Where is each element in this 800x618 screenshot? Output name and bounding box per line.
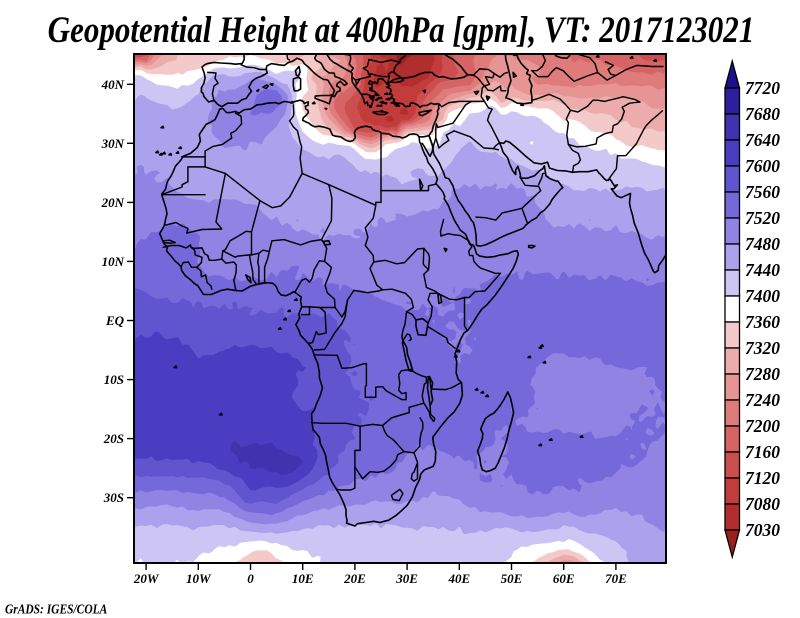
svg-text:7120: 7120 xyxy=(745,468,780,488)
svg-text:7240: 7240 xyxy=(745,390,780,410)
svg-text:10W: 10W xyxy=(186,571,212,586)
svg-text:0: 0 xyxy=(247,571,254,586)
svg-text:7280: 7280 xyxy=(745,364,780,384)
svg-text:7600: 7600 xyxy=(745,156,780,176)
svg-text:10E: 10E xyxy=(292,571,314,586)
svg-text:7520: 7520 xyxy=(745,208,780,228)
svg-text:Geopotential Height at 400hPa: Geopotential Height at 400hPa [gpm], VT:… xyxy=(48,11,755,51)
svg-text:7400: 7400 xyxy=(745,286,780,306)
svg-text:40E: 40E xyxy=(447,571,470,586)
svg-text:7200: 7200 xyxy=(745,416,780,436)
svg-text:30E: 30E xyxy=(395,571,418,586)
svg-text:7480: 7480 xyxy=(745,234,780,254)
svg-text:20N: 20N xyxy=(101,195,125,210)
svg-text:70E: 70E xyxy=(605,571,627,586)
svg-text:20E: 20E xyxy=(343,571,366,586)
svg-text:50E: 50E xyxy=(501,571,523,586)
svg-text:7440: 7440 xyxy=(745,260,780,280)
svg-text:20W: 20W xyxy=(133,571,160,586)
svg-text:60E: 60E xyxy=(553,571,575,586)
svg-text:7080: 7080 xyxy=(745,494,780,514)
svg-text:30S: 30S xyxy=(103,490,124,505)
svg-text:7560: 7560 xyxy=(745,182,780,202)
svg-text:7030: 7030 xyxy=(745,520,780,540)
svg-text:7680: 7680 xyxy=(745,104,780,124)
svg-text:7720: 7720 xyxy=(745,78,780,98)
svg-text:7640: 7640 xyxy=(745,130,780,150)
svg-text:7160: 7160 xyxy=(745,442,780,462)
svg-text:30N: 30N xyxy=(101,136,125,151)
svg-text:10N: 10N xyxy=(102,254,125,269)
svg-text:20S: 20S xyxy=(103,431,124,446)
svg-text:7360: 7360 xyxy=(745,312,780,332)
svg-text:40N: 40N xyxy=(101,77,125,92)
svg-text:7320: 7320 xyxy=(745,338,780,358)
svg-text:GrADS: IGES/COLA: GrADS: IGES/COLA xyxy=(5,602,107,617)
svg-text:EQ: EQ xyxy=(105,313,125,328)
svg-text:10S: 10S xyxy=(104,372,124,387)
